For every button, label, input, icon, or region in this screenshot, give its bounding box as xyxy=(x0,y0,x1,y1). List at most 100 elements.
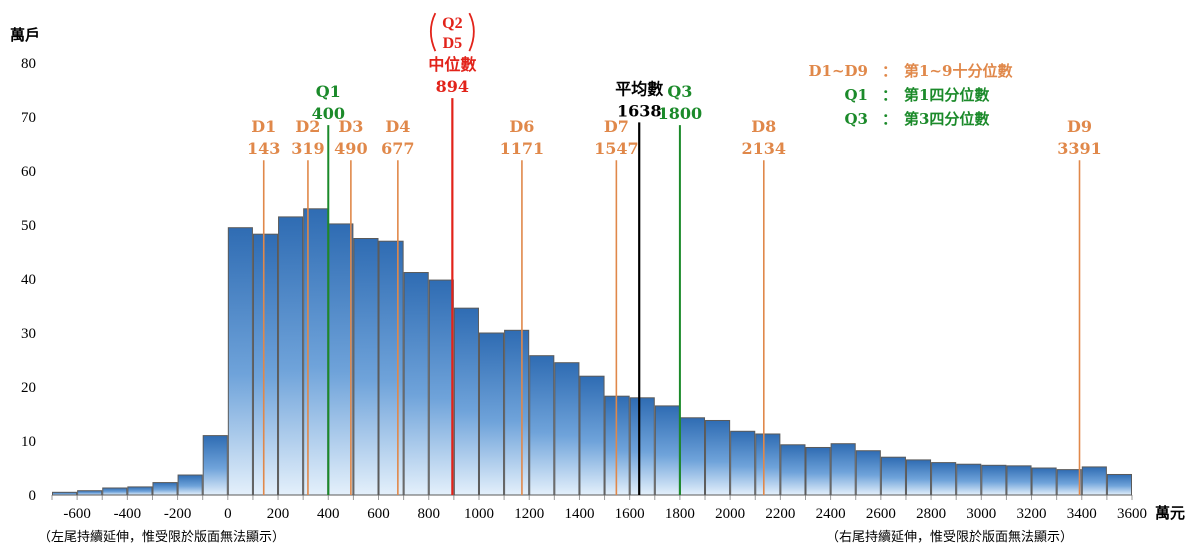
x-axis-label: 萬元 xyxy=(1155,504,1185,522)
histogram-bar xyxy=(730,430,756,496)
y-axis-label: 萬戶 xyxy=(10,26,40,44)
histogram-bar xyxy=(478,332,505,496)
d2-marker-value: 319 xyxy=(291,139,324,158)
x-tick-label: -600 xyxy=(63,506,91,522)
histogram-bar xyxy=(403,272,429,496)
x-tick-label: 400 xyxy=(317,506,340,522)
mean-marker-label: 平均數 xyxy=(615,79,663,98)
histogram-bar xyxy=(77,490,103,496)
histogram-bar xyxy=(956,463,982,496)
x-tick-label: 2400 xyxy=(816,506,846,522)
x-tick-label: 1600 xyxy=(615,506,645,522)
histogram-bar xyxy=(554,362,580,496)
x-tick-label: 1400 xyxy=(564,506,594,522)
histogram-bar xyxy=(252,233,279,496)
histogram-bar xyxy=(880,456,906,496)
histogram-bar xyxy=(1106,473,1132,496)
d4-marker-label: D4 xyxy=(385,117,410,136)
x-tick-label: 600 xyxy=(367,506,390,522)
d4-marker-value: 677 xyxy=(381,139,414,158)
x-tick-label: 1200 xyxy=(514,506,544,522)
histogram-bar xyxy=(378,240,404,496)
right-tail-note: （右尾持續延伸，惟受限於版面無法顯示） xyxy=(826,530,1074,545)
histogram-bar xyxy=(830,443,856,496)
histogram-bar xyxy=(1056,469,1082,496)
q1-marker-label: Q1 xyxy=(316,82,341,101)
d8-marker-label: D8 xyxy=(751,117,776,136)
histogram-bar xyxy=(52,491,78,496)
legend-key: Q1 xyxy=(844,86,868,104)
d9-marker-label: D9 xyxy=(1067,117,1092,136)
histogram-bar xyxy=(227,227,253,496)
x-tick-label: 200 xyxy=(267,506,290,522)
y-tick-label: 0 xyxy=(29,488,37,504)
legend-separator: ： xyxy=(882,110,897,128)
x-tick-label: -400 xyxy=(114,506,142,522)
y-tick-label: 60 xyxy=(21,164,36,180)
histogram-bar xyxy=(453,307,479,496)
y-tick-label: 10 xyxy=(21,434,36,450)
q3-marker-value: 1800 xyxy=(658,104,703,123)
y-tick-label: 20 xyxy=(21,380,36,396)
histogram-bar xyxy=(905,459,932,496)
median-marker-label: 中位數 xyxy=(428,55,476,74)
median-bracket-left xyxy=(429,12,437,52)
left-tail-note: （左尾持續延伸，惟受限於版面無法顯示） xyxy=(38,530,286,545)
q2-tag: Q2 xyxy=(442,15,462,32)
legend-desc: 第1~9十分位數 xyxy=(904,62,1012,80)
histogram-bar xyxy=(579,375,605,496)
legend-desc: 第1四分位數 xyxy=(904,86,989,104)
d7-marker-value: 1547 xyxy=(594,139,639,158)
histogram-bar xyxy=(629,397,655,496)
histogram-bar xyxy=(504,329,530,496)
d2-marker-label: D2 xyxy=(295,117,320,136)
x-tick-label: 1000 xyxy=(464,506,494,522)
x-tick-label: 3600 xyxy=(1117,506,1147,522)
d3-marker-label: D3 xyxy=(338,117,363,136)
y-tick-label: 30 xyxy=(21,326,36,342)
legend-separator: ： xyxy=(882,86,897,104)
x-tick-label: -200 xyxy=(164,506,192,522)
histogram-bar xyxy=(202,435,228,496)
x-tick-label: 0 xyxy=(224,506,232,522)
y-tick-label: 50 xyxy=(21,218,36,234)
d5-tag: D5 xyxy=(443,35,463,52)
histogram-bar xyxy=(981,464,1007,496)
histogram-bar xyxy=(328,223,354,496)
x-tick-label: 3000 xyxy=(966,506,996,522)
histogram-bar xyxy=(428,279,454,496)
histogram-bar xyxy=(127,486,153,496)
median-marker-value: 894 xyxy=(436,77,469,96)
x-tick-label: 3200 xyxy=(1017,506,1047,522)
median-bracket-right xyxy=(468,12,475,52)
x-tick-label: 800 xyxy=(417,506,440,522)
histogram-bar xyxy=(1081,466,1107,496)
q1-marker-value: 400 xyxy=(312,104,345,123)
legend-key: D1~D9 xyxy=(809,62,868,80)
y-tick-label: 80 xyxy=(21,56,36,72)
d1-marker-value: 143 xyxy=(247,139,280,158)
mean-marker-value: 1638 xyxy=(617,101,662,120)
histogram-bar xyxy=(1031,467,1057,496)
x-tick-label: 2000 xyxy=(715,506,745,522)
d6-marker-label: D6 xyxy=(509,117,534,136)
x-tick-label: 2200 xyxy=(765,506,795,522)
d9-marker-value: 3391 xyxy=(1057,139,1102,158)
d7-marker-label: D7 xyxy=(604,117,629,136)
histogram-bar xyxy=(353,238,379,496)
histogram-bar xyxy=(654,405,680,496)
histogram-bar xyxy=(755,433,781,496)
x-tick-label: 3400 xyxy=(1067,506,1097,522)
legend-desc: 第3四分位數 xyxy=(904,110,989,128)
histogram-bar xyxy=(855,450,881,496)
histogram-bar xyxy=(152,482,178,496)
histogram-bar xyxy=(529,355,555,496)
histogram-bar xyxy=(102,487,128,496)
histogram-bar xyxy=(679,417,706,496)
histogram-bar xyxy=(780,444,806,496)
x-tick-label: 1800 xyxy=(665,506,695,522)
legend-separator: ： xyxy=(882,62,897,80)
y-tick-label: 70 xyxy=(21,110,36,126)
d6-marker-value: 1171 xyxy=(500,139,545,158)
